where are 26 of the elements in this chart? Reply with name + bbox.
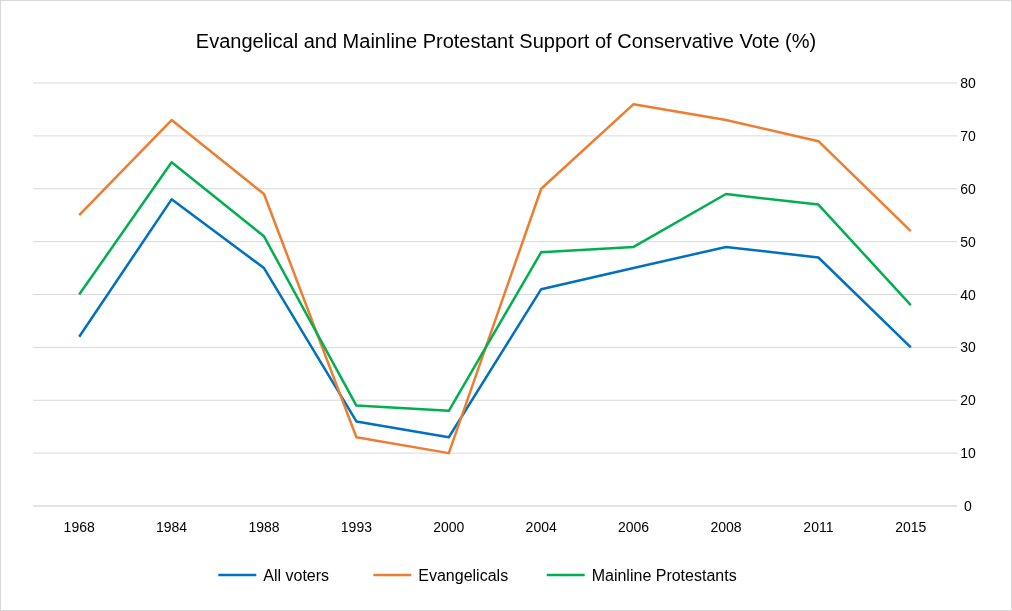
x-tick-label: 2000 <box>433 519 465 535</box>
x-tick-label: 2006 <box>618 519 650 535</box>
x-tick-label: 1993 <box>340 519 373 535</box>
x-tick-label: 2011 <box>803 519 834 535</box>
y-tick-label: 0 <box>964 498 973 514</box>
y-tick-label: 40 <box>960 286 976 303</box>
line-series <box>77 198 913 439</box>
x-tick-label: 2015 <box>895 519 927 535</box>
line-series <box>77 161 913 413</box>
y-tick-label: 80 <box>960 75 976 91</box>
legend-label: All voters <box>263 567 330 584</box>
legend-label: Evangelicals <box>418 567 509 584</box>
legend-label: Mainline Protestants <box>591 567 737 584</box>
line-series <box>77 102 913 455</box>
x-tick-label: 2008 <box>710 519 742 535</box>
chart-title: Evangelical and Mainline Protestant Support of Conservative Vote (%) <box>195 30 817 52</box>
y-tick-label: 50 <box>960 233 976 250</box>
y-tick-label: 70 <box>960 127 976 144</box>
x-tick-label: 1984 <box>156 519 188 535</box>
x-tick-label: 1988 <box>248 519 280 535</box>
y-tick-label: 60 <box>960 180 976 197</box>
x-tick-label: 1968 <box>63 519 95 535</box>
y-tick-label: 20 <box>960 392 976 409</box>
x-tick-label: 2004 <box>525 519 557 535</box>
y-tick-label: 10 <box>960 445 976 462</box>
y-tick-label: 30 <box>960 339 976 356</box>
